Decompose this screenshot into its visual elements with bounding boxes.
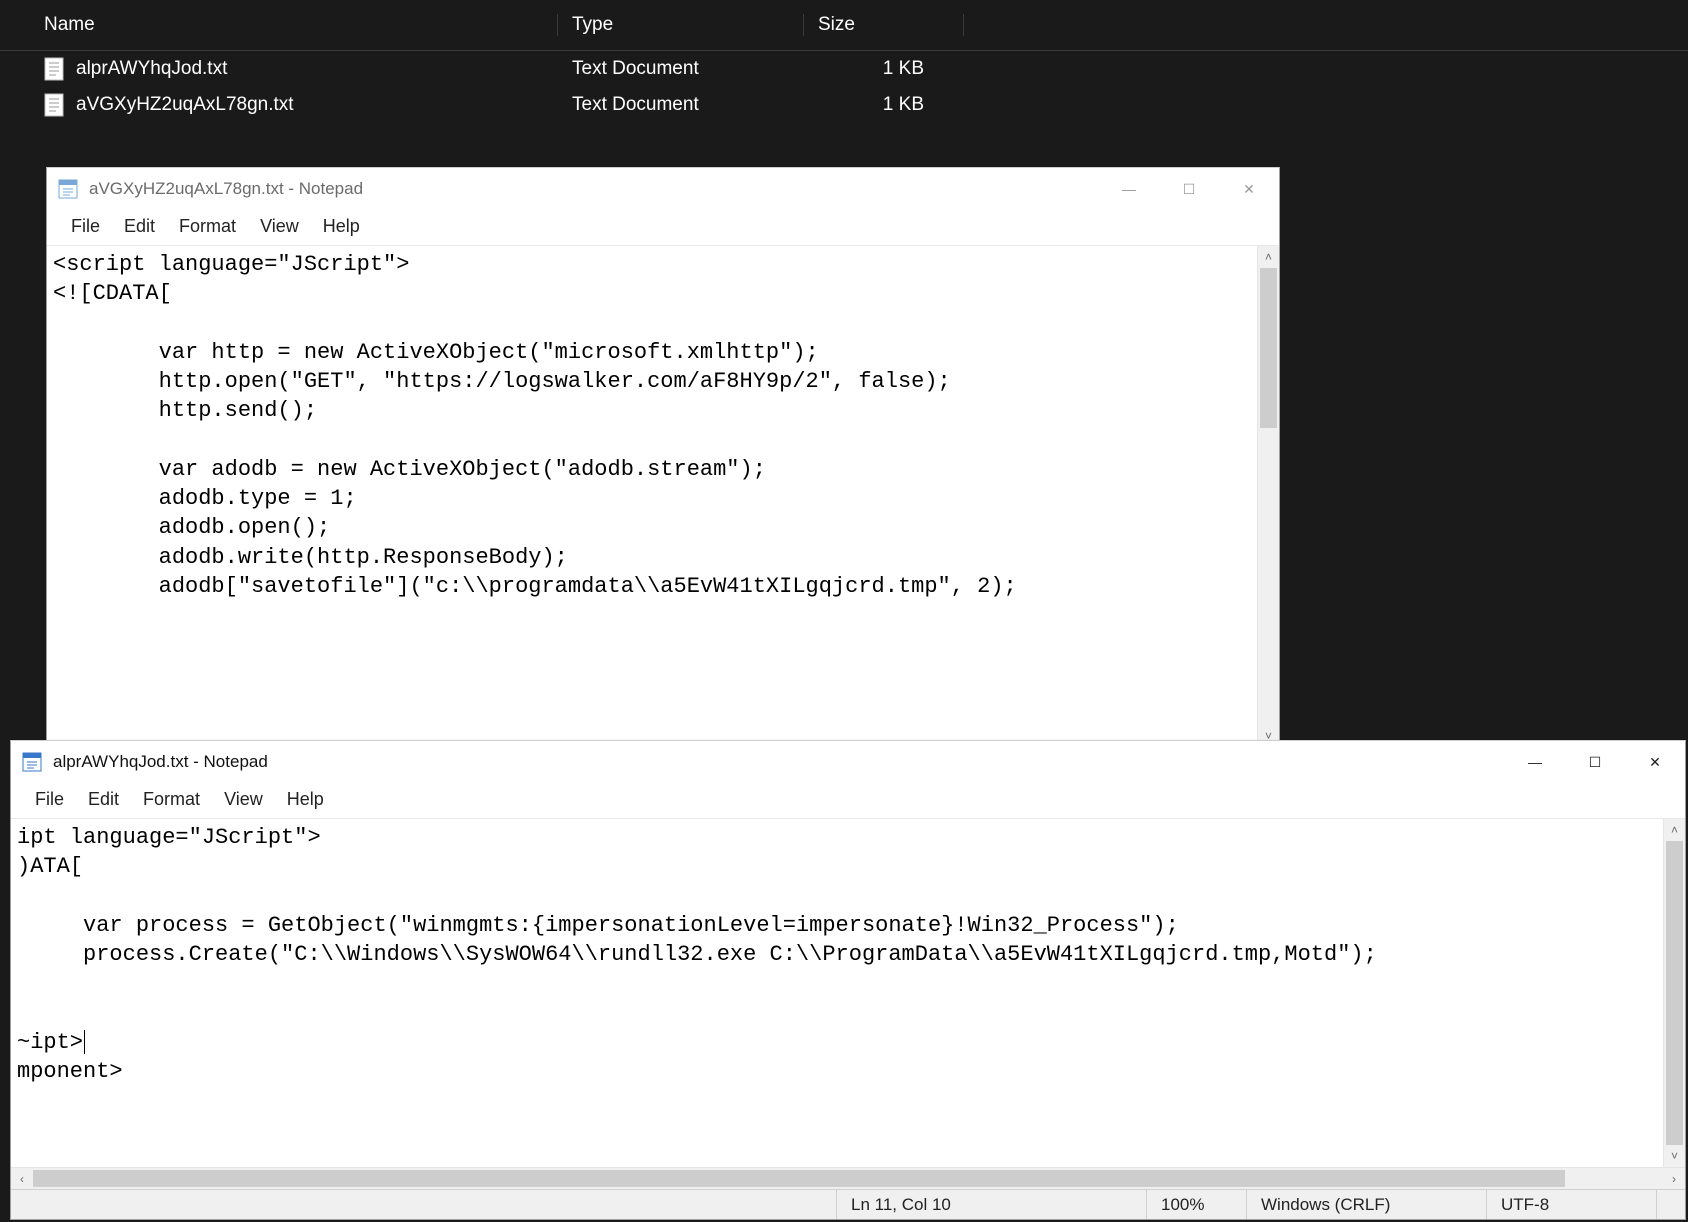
scroll-left-icon[interactable]: ‹	[11, 1172, 33, 1186]
menu-file[interactable]: File	[23, 787, 76, 812]
vertical-scrollbar[interactable]: ˄ ˅	[1257, 246, 1279, 747]
column-header-size[interactable]: Size	[804, 14, 964, 36]
scroll-thumb[interactable]	[1666, 841, 1683, 1145]
file-size: 1 KB	[804, 94, 964, 116]
status-encoding: UTF-8	[1486, 1190, 1656, 1219]
editor-content[interactable]: <script language="JScript"> <![CDATA[ va…	[47, 246, 1257, 747]
file-explorer: Name Type Size alprAWYhqJod.txt Text Doc…	[0, 0, 1688, 123]
file-type: Text Document	[558, 58, 804, 80]
menubar: File Edit Format View Help	[11, 783, 1685, 819]
notepad-window-2: alprAWYhqJod.txt - Notepad — ☐ ✕ File Ed…	[10, 740, 1686, 1220]
titlebar[interactable]: alprAWYhqJod.txt - Notepad — ☐ ✕	[11, 741, 1685, 783]
file-row[interactable]: aVGXyHZ2uqAxL78gn.txt Text Document 1 KB	[0, 87, 1688, 123]
notepad-window-1: aVGXyHZ2uqAxL78gn.txt - Notepad — ☐ ✕ Fi…	[46, 167, 1280, 748]
close-button[interactable]: ✕	[1625, 741, 1685, 783]
column-header-name[interactable]: Name	[0, 14, 558, 36]
status-line-ending: Windows (CRLF)	[1246, 1190, 1486, 1219]
menu-help[interactable]: Help	[275, 787, 336, 812]
menu-view[interactable]: View	[212, 787, 275, 812]
file-type: Text Document	[558, 94, 804, 116]
maximize-button[interactable]: ☐	[1565, 741, 1625, 783]
menu-format[interactable]: Format	[131, 787, 212, 812]
minimize-button[interactable]: —	[1099, 168, 1159, 210]
window-title: alprAWYhqJod.txt - Notepad	[53, 752, 1505, 772]
scroll-right-icon[interactable]: ›	[1663, 1172, 1685, 1186]
scroll-down-icon[interactable]: ˅	[1664, 1145, 1685, 1167]
minimize-button[interactable]: —	[1505, 741, 1565, 783]
window-title: aVGXyHZ2uqAxL78gn.txt - Notepad	[89, 179, 1099, 199]
vertical-scrollbar[interactable]: ˄ ˅	[1663, 819, 1685, 1167]
menu-view[interactable]: View	[248, 214, 311, 239]
menubar: File Edit Format View Help	[47, 210, 1279, 246]
explorer-column-headers: Name Type Size	[0, 0, 1688, 51]
scroll-up-icon[interactable]: ˄	[1664, 819, 1685, 841]
scroll-thumb[interactable]	[33, 1170, 1565, 1187]
status-position: Ln 11, Col 10	[836, 1190, 1146, 1219]
status-zoom: 100%	[1146, 1190, 1246, 1219]
notepad-icon	[21, 751, 43, 773]
maximize-button[interactable]: ☐	[1159, 168, 1219, 210]
file-size: 1 KB	[804, 58, 964, 80]
file-name: aVGXyHZ2uqAxL78gn.txt	[76, 94, 294, 116]
file-name: alprAWYhqJod.txt	[76, 58, 227, 80]
horizontal-scrollbar[interactable]: ‹ ›	[11, 1167, 1685, 1189]
resize-grip[interactable]	[1656, 1190, 1685, 1219]
scroll-up-icon[interactable]: ˄	[1258, 246, 1279, 268]
close-button[interactable]: ✕	[1219, 168, 1279, 210]
menu-edit[interactable]: Edit	[112, 214, 167, 239]
menu-file[interactable]: File	[59, 214, 112, 239]
text-file-icon	[44, 57, 64, 81]
menu-format[interactable]: Format	[167, 214, 248, 239]
text-file-icon	[44, 93, 64, 117]
column-header-type[interactable]: Type	[558, 14, 804, 36]
editor-content[interactable]: ipt language="JScript"> )ATA[ var proces…	[11, 819, 1663, 1167]
titlebar[interactable]: aVGXyHZ2uqAxL78gn.txt - Notepad — ☐ ✕	[47, 168, 1279, 210]
notepad-icon	[57, 178, 79, 200]
file-row[interactable]: alprAWYhqJod.txt Text Document 1 KB	[0, 51, 1688, 87]
menu-help[interactable]: Help	[311, 214, 372, 239]
text-caret	[84, 1030, 85, 1054]
status-bar: Ln 11, Col 10 100% Windows (CRLF) UTF-8	[11, 1189, 1685, 1219]
scroll-thumb[interactable]	[1260, 268, 1277, 428]
menu-edit[interactable]: Edit	[76, 787, 131, 812]
